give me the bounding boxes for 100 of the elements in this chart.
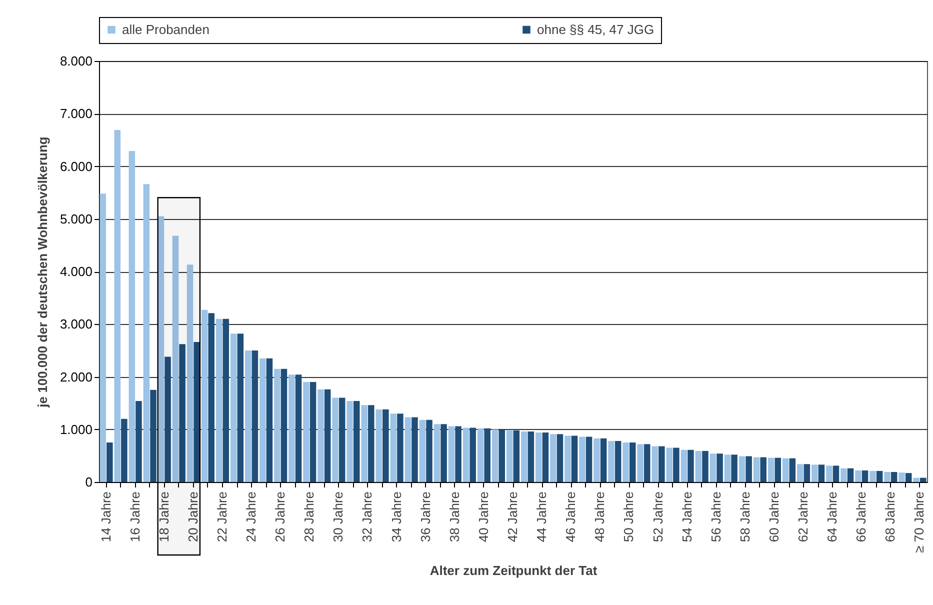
bar <box>288 374 295 482</box>
bar <box>419 420 426 482</box>
bar <box>462 428 470 482</box>
x-tick-label: 24 Jahre <box>244 492 259 542</box>
bar <box>753 457 760 482</box>
x-tick-label: 44 Jahre <box>534 492 550 542</box>
bar <box>310 382 316 482</box>
bar <box>680 450 688 482</box>
bar <box>252 350 258 482</box>
bar <box>542 432 549 482</box>
bar <box>789 458 796 482</box>
bar <box>536 432 542 482</box>
bar <box>905 473 912 482</box>
y-axis-title: je 100.000 der deutschen Wohnbevölkerung <box>34 136 50 408</box>
x-tick-label: 56 Jahre <box>708 492 724 542</box>
x-tick-label: 68 Jahre <box>882 492 898 542</box>
bar <box>710 454 716 482</box>
y-tick-label: 6.000 <box>60 158 92 174</box>
bar <box>652 446 658 482</box>
x-tick-label: 60 Jahre <box>766 492 782 542</box>
bar <box>274 368 280 482</box>
bar <box>106 442 113 482</box>
bar <box>716 454 723 482</box>
bar <box>506 430 513 482</box>
bar <box>303 382 310 482</box>
bar <box>440 424 447 482</box>
bar <box>201 310 208 482</box>
x-tick-label: 66 Jahre <box>854 492 869 542</box>
bar <box>324 389 331 482</box>
bar <box>796 464 804 482</box>
bar <box>898 472 905 482</box>
bar <box>404 417 412 482</box>
bar <box>260 358 266 482</box>
bar <box>376 409 382 482</box>
bar <box>216 318 222 482</box>
x-tick-label: 26 Jahre <box>272 492 288 542</box>
bar <box>338 398 346 482</box>
bar <box>695 450 702 482</box>
bar <box>477 428 484 482</box>
x-tick-label: 62 Jahre <box>796 492 811 542</box>
bar <box>434 424 440 482</box>
bar <box>244 350 252 482</box>
bar <box>832 466 840 482</box>
bar <box>571 436 578 482</box>
bar <box>346 400 353 482</box>
x-tick-label: ≥ 70 Jahre <box>912 492 927 553</box>
x-tick-label: 18 Jahre <box>156 492 172 542</box>
bar <box>426 420 432 482</box>
x-tick-label: 32 Jahre <box>360 492 375 542</box>
bar <box>564 436 571 482</box>
x-tick-label: 42 Jahre <box>505 492 520 542</box>
bar <box>520 431 528 482</box>
x-tick-label: 54 Jahre <box>679 492 694 542</box>
bar <box>629 442 636 482</box>
bar <box>782 458 789 482</box>
bar <box>774 458 782 482</box>
bar <box>550 434 556 482</box>
x-tick-label: 58 Jahre <box>737 492 752 542</box>
legend-label: alle Probanden <box>122 22 210 37</box>
bar <box>594 438 600 482</box>
bar <box>913 478 920 482</box>
bar <box>760 457 766 482</box>
bar <box>622 442 629 482</box>
bar <box>746 456 752 482</box>
bar <box>608 440 614 482</box>
x-tick-label: 16 Jahre <box>127 492 142 542</box>
bar <box>673 448 680 482</box>
bar <box>731 454 738 482</box>
x-tick-label: 48 Jahre <box>592 492 608 542</box>
bar <box>114 130 121 482</box>
bar <box>353 400 360 482</box>
bar <box>637 444 644 482</box>
bar <box>164 356 171 482</box>
bar <box>128 150 136 482</box>
x-tick-label: 30 Jahre <box>330 492 346 542</box>
bar <box>920 478 926 482</box>
bar <box>150 390 156 482</box>
bar <box>318 389 324 482</box>
bar <box>847 468 854 482</box>
bar <box>586 436 592 482</box>
bar <box>382 409 389 482</box>
bar <box>455 426 462 482</box>
x-tick-label: 52 Jahre <box>650 492 666 542</box>
bar <box>556 434 564 482</box>
bar <box>724 454 731 482</box>
bar <box>121 418 128 482</box>
bar <box>194 342 200 482</box>
x-tick-label: 50 Jahre <box>621 492 636 542</box>
bar <box>528 431 534 482</box>
bar <box>890 472 898 482</box>
bar <box>644 444 650 482</box>
bar <box>237 334 244 482</box>
y-tick-label: 4.000 <box>60 264 92 279</box>
bar <box>295 374 302 482</box>
bar <box>768 458 774 482</box>
y-tick-label: 8.000 <box>60 54 92 68</box>
x-axis-title: Alter zum Zeitpunkt der Tat <box>430 562 598 578</box>
bar <box>579 436 586 482</box>
x-tick-label: 64 Jahre <box>824 492 840 542</box>
bar <box>492 429 498 482</box>
